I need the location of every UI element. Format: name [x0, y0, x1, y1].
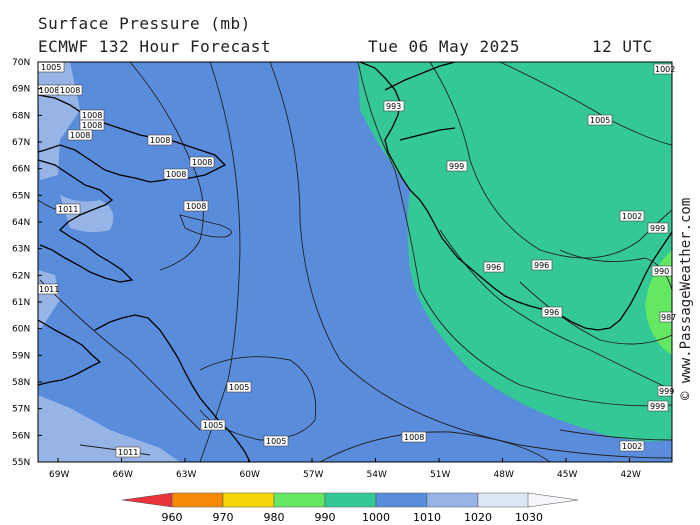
high-pressure-region — [38, 395, 180, 462]
colorbar-tick-label: 970 — [213, 511, 234, 524]
forecast-time: 12 UTC — [592, 37, 653, 56]
lon-label: 45W — [557, 470, 577, 480]
plot-frame — [37, 61, 673, 463]
lat-label: 67N — [12, 138, 30, 148]
colorbar-tick-label: 1010 — [413, 511, 441, 524]
lat-label: 66N — [12, 165, 30, 175]
svg-text:990: 990 — [654, 267, 669, 276]
lat-label: 64N — [12, 218, 30, 228]
lon-label: 60W — [240, 470, 260, 480]
lat-label: 58N — [12, 378, 30, 388]
svg-text:1005: 1005 — [590, 116, 610, 125]
forecast-date: Tue 06 May 2025 — [368, 37, 520, 56]
colorbar-arrow-low — [121, 492, 173, 508]
svg-text:999: 999 — [650, 402, 665, 411]
chart-title: Surface Pressure (mb) — [38, 14, 251, 33]
lat-label: 63N — [12, 245, 30, 255]
lon-label: 51W — [430, 470, 450, 480]
lat-label: 59N — [12, 351, 30, 361]
lon-label: 42W — [621, 470, 641, 480]
svg-text:1011: 1011 — [118, 448, 138, 457]
svg-text:1008: 1008 — [150, 136, 170, 145]
colorbar-cell — [426, 492, 479, 508]
svg-text:993: 993 — [386, 102, 401, 111]
lon-label: 54W — [367, 470, 387, 480]
isobar-labels: 1005 1008 1008 1008 1008 1008 1008 1008 … — [37, 61, 676, 458]
colorbar-cell — [171, 492, 224, 508]
svg-text:1008: 1008 — [166, 170, 186, 179]
lon-label: 63W — [176, 470, 196, 480]
svg-text:1002: 1002 — [622, 442, 642, 451]
lat-label: 61N — [12, 298, 30, 308]
lat-label: 70N — [12, 58, 30, 68]
colorbar: 960 970 980 990 1000 1010 1020 1030 — [121, 492, 579, 524]
lon-label: 69W — [49, 470, 69, 480]
svg-text:1008: 1008 — [192, 158, 212, 167]
svg-text:1008: 1008 — [39, 86, 59, 95]
svg-text:1005: 1005 — [266, 437, 286, 446]
colorbar-cell — [375, 492, 428, 508]
colorbar-cell — [273, 492, 326, 508]
colorbar-tick-label: 990 — [315, 511, 336, 524]
lon-label: 48W — [494, 470, 514, 480]
svg-text:1011: 1011 — [58, 205, 78, 214]
lat-label: 57N — [12, 405, 30, 415]
colorbar-tick-label: 1020 — [464, 511, 492, 524]
svg-text:1008: 1008 — [186, 202, 206, 211]
lat-label: 69N — [12, 85, 30, 95]
colorbar-cell — [324, 492, 377, 508]
colorbar-tick-label: 980 — [264, 511, 285, 524]
colorbar-cell — [477, 492, 530, 508]
lat-label: 55N — [12, 458, 30, 468]
svg-text:996: 996 — [486, 263, 501, 272]
svg-text:1005: 1005 — [41, 63, 61, 72]
colorbar-tick-label: 1030 — [515, 511, 543, 524]
svg-text:1008: 1008 — [82, 111, 102, 120]
svg-text:1005: 1005 — [229, 383, 249, 392]
svg-text:1011: 1011 — [39, 285, 59, 294]
colorbar-tick-label: 960 — [162, 511, 183, 524]
svg-text:1002: 1002 — [655, 65, 675, 74]
lat-label: 60N — [12, 325, 30, 335]
lat-label: 56N — [12, 431, 30, 441]
colorbar-arrow-high — [527, 492, 579, 508]
svg-text:1008: 1008 — [82, 121, 102, 130]
svg-text:996: 996 — [534, 261, 549, 270]
svg-text:1002: 1002 — [622, 212, 642, 221]
svg-text:999: 999 — [449, 162, 464, 171]
low-pressure-region — [358, 62, 672, 442]
lat-label: 65N — [12, 191, 30, 201]
svg-text:987: 987 — [661, 313, 676, 322]
longitude-axis: 69W 66W 63W 60W 57W 54W 51W 48W 45W 42W — [49, 458, 641, 480]
lat-label: 68N — [12, 111, 30, 121]
isobar-lines — [37, 61, 673, 463]
colorbar-cell — [222, 492, 275, 508]
svg-text:996: 996 — [544, 308, 559, 317]
svg-text:1008: 1008 — [404, 433, 424, 442]
lon-label: 66W — [113, 470, 133, 480]
lon-label: 57W — [303, 470, 323, 480]
site-credit: © www.PassageWeather.com — [678, 197, 694, 400]
svg-text:999: 999 — [650, 224, 665, 233]
svg-text:1008: 1008 — [60, 86, 80, 95]
latitude-axis: 70N 69N 68N 67N 66N 65N 64N 63N 62N 61N 60N 59N 58N 5… — [12, 58, 42, 468]
model-run: ECMWF 132 Hour Forecast — [38, 37, 272, 56]
colorbar-tick-label: 1000 — [362, 511, 390, 524]
svg-text:1008: 1008 — [70, 131, 90, 140]
lat-label: 62N — [12, 271, 30, 281]
svg-text:999: 999 — [659, 387, 674, 396]
svg-text:1005: 1005 — [203, 421, 223, 430]
